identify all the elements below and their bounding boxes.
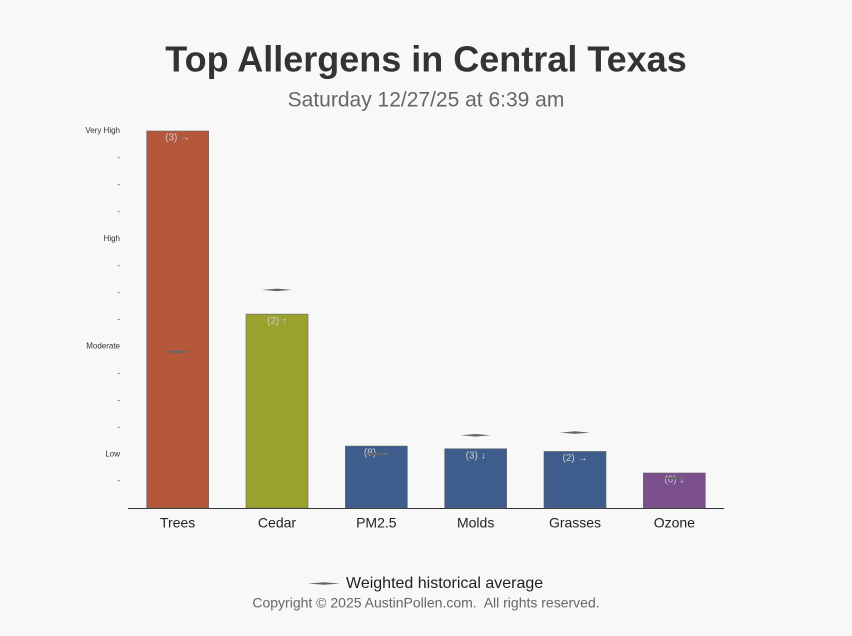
y-tick-label: Very High — [85, 126, 120, 135]
bar-annotation: (3) ↓ — [466, 450, 486, 461]
bar — [245, 313, 309, 509]
y-tick-label: - — [117, 422, 120, 431]
x-tick-label: Grasses — [549, 515, 601, 531]
x-tick-label: Trees — [160, 515, 195, 531]
historical-marker — [262, 288, 292, 292]
bar — [146, 130, 209, 509]
bar — [444, 448, 507, 509]
bar — [345, 445, 408, 509]
historical-marker — [361, 452, 392, 456]
bar-annotation: (2) → — [563, 453, 588, 464]
y-tick-label: - — [117, 288, 120, 297]
y-tick-label: Moderate — [86, 342, 120, 351]
legend-symbol — [308, 582, 340, 585]
chart-subtitle: Saturday 12/27/25 at 6:39 am — [288, 89, 565, 112]
historical-marker — [560, 431, 590, 434]
copyright: Copyright © 2025 AustinPollen.com. All r… — [252, 595, 599, 611]
y-tick-label: - — [117, 207, 120, 216]
y-tick-label: - — [117, 180, 120, 189]
x-tick-label: Ozone — [654, 515, 695, 531]
y-tick-label: High — [104, 234, 120, 243]
y-tick-label: - — [117, 368, 120, 377]
historical-marker — [460, 433, 491, 437]
chart-title: Top Allergens in Central Texas — [165, 39, 686, 80]
bar-annotation: (6) ↓ — [664, 475, 684, 486]
y-tick-label: - — [117, 153, 120, 162]
bar-annotation: (3) → — [165, 133, 190, 144]
y-tick-label: - — [117, 315, 120, 324]
x-tick-label: Molds — [457, 515, 494, 531]
legend-label: Weighted historical average — [346, 575, 543, 592]
x-tick-label: Cedar — [258, 515, 296, 531]
historical-marker — [659, 477, 690, 480]
bar — [543, 451, 607, 509]
y-tick-label: - — [117, 476, 120, 485]
bar-annotation: (2) ↑ — [267, 316, 287, 327]
historical-marker — [162, 350, 193, 354]
y-tick-label: Low — [105, 449, 120, 458]
y-tick-label: - — [117, 395, 120, 404]
x-tick-label: PM2.5 — [356, 515, 397, 531]
y-tick-label: - — [117, 261, 120, 270]
